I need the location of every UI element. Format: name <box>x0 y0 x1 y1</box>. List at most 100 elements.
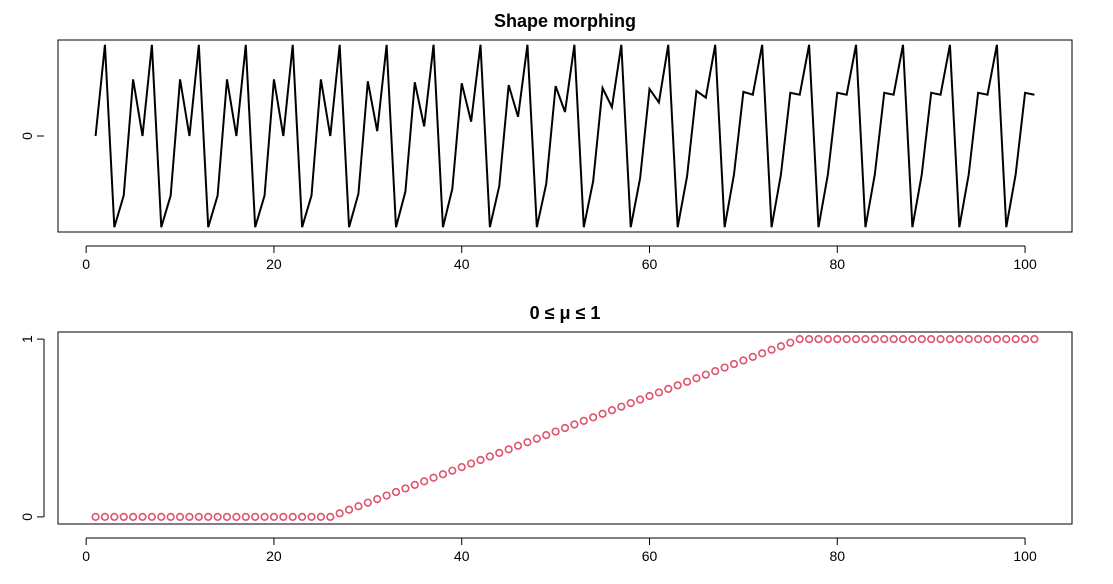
bottom-data-point <box>786 338 795 347</box>
bottom-data-point <box>241 512 250 521</box>
top-x-tick-label: 20 <box>266 256 282 272</box>
bottom-data-point <box>814 335 823 344</box>
bottom-data-point <box>692 374 701 383</box>
bottom-data-point <box>401 484 410 493</box>
bottom-data-point <box>851 335 861 344</box>
bottom-x-tick-label: 40 <box>454 548 470 564</box>
bottom-data-point <box>429 473 438 482</box>
bottom-data-point <box>570 420 579 429</box>
bottom-data-point <box>664 384 673 393</box>
bottom-data-point <box>767 345 776 354</box>
bottom-data-point <box>326 512 335 521</box>
bottom-data-point <box>119 512 128 521</box>
bottom-data-point <box>682 377 692 386</box>
bottom-data-point <box>711 367 720 376</box>
top-x-tick-label: 100 <box>1013 256 1037 272</box>
bottom-data-point <box>964 335 973 344</box>
bottom-data-point <box>617 402 626 411</box>
bottom-data-point <box>1011 335 1020 344</box>
bottom-x-tick-label: 0 <box>82 548 90 564</box>
bottom-data-point <box>551 427 560 436</box>
bottom-data-point <box>110 512 119 521</box>
bottom-data-point <box>495 448 504 457</box>
top-y-tick-label: 0 <box>19 132 35 140</box>
bottom-data-point <box>129 512 138 521</box>
bottom-data-point <box>589 413 598 422</box>
bottom-data-point <box>654 388 663 397</box>
top-panel: Shape morphing 0 20 40 60 80 100 0 <box>19 11 1073 272</box>
bottom-data-point <box>748 352 757 361</box>
bottom-data-point <box>645 391 654 401</box>
bottom-data-point <box>147 512 156 521</box>
bottom-data-point <box>373 495 382 504</box>
bottom-data-point <box>842 335 851 344</box>
top-series-line <box>94 44 1035 228</box>
top-x-tick-label: 80 <box>829 256 845 272</box>
bottom-data-point <box>833 335 842 344</box>
bottom-data-point <box>420 477 429 486</box>
bottom-data-point <box>138 512 147 521</box>
bottom-data-point <box>579 416 588 425</box>
bottom-series <box>91 335 1039 521</box>
bottom-x-tick-label: 80 <box>829 548 845 564</box>
bottom-data-point <box>269 512 279 521</box>
bottom-data-point <box>936 335 945 344</box>
bottom-data-point <box>1002 335 1011 344</box>
bottom-data-point <box>467 459 476 468</box>
top-x-axis: 0 20 40 60 80 100 <box>82 245 1037 272</box>
bottom-data-point <box>776 342 786 351</box>
bottom-data-point <box>607 406 617 415</box>
bottom-data-point <box>166 512 175 521</box>
bottom-data-point <box>974 335 983 344</box>
bottom-data-point <box>504 445 513 454</box>
bottom-data-point <box>758 349 767 358</box>
bottom-y-tick-label: 0 <box>19 513 35 521</box>
bottom-data-point <box>532 434 541 443</box>
bottom-x-tick-label: 100 <box>1013 548 1037 564</box>
bottom-data-point <box>335 509 344 518</box>
top-plot-frame <box>57 39 1073 233</box>
bottom-data-point <box>927 335 936 344</box>
bottom-data-point <box>457 463 466 472</box>
bottom-data-point <box>598 409 607 418</box>
bottom-data-point <box>307 512 316 521</box>
bottom-data-point <box>194 512 203 521</box>
bottom-data-point <box>729 359 739 369</box>
bottom-data-point <box>626 399 635 408</box>
bottom-data-point <box>91 512 100 521</box>
bottom-y-tick-label: 1 <box>19 335 35 343</box>
bottom-data-point <box>823 335 832 344</box>
bottom-data-point <box>983 335 992 344</box>
bottom-data-point <box>870 335 879 344</box>
top-chart-title: Shape morphing <box>494 11 636 31</box>
bottom-data-point <box>898 335 908 344</box>
bottom-data-point <box>955 335 964 344</box>
bottom-data-point <box>438 470 448 479</box>
bottom-chart-title: 0 ≤ μ ≤ 1 <box>530 303 601 323</box>
bottom-data-point <box>917 335 926 344</box>
top-x-tick-label: 0 <box>82 256 90 272</box>
top-y-axis: 0 <box>19 132 44 140</box>
bottom-data-point <box>560 423 570 433</box>
bottom-data-point <box>1020 335 1030 344</box>
bottom-data-point <box>880 335 889 344</box>
bottom-data-point <box>100 512 110 521</box>
bottom-data-point <box>232 512 241 521</box>
bottom-data-point <box>382 491 391 500</box>
top-x-tick-label: 40 <box>454 256 470 272</box>
bottom-data-point <box>288 512 297 521</box>
bottom-data-point <box>701 370 710 379</box>
bottom-data-point <box>992 335 1001 344</box>
bottom-data-point <box>1030 335 1039 344</box>
bottom-plot-frame <box>57 331 1073 525</box>
bottom-data-point <box>861 335 870 344</box>
bottom-data-point <box>513 441 523 450</box>
bottom-data-point <box>795 335 804 344</box>
bottom-data-point <box>720 363 729 372</box>
bottom-data-point <box>316 512 325 521</box>
bottom-data-point <box>391 487 401 497</box>
bottom-data-point <box>175 512 185 521</box>
bottom-data-point <box>279 512 288 521</box>
bottom-data-point <box>363 498 372 507</box>
